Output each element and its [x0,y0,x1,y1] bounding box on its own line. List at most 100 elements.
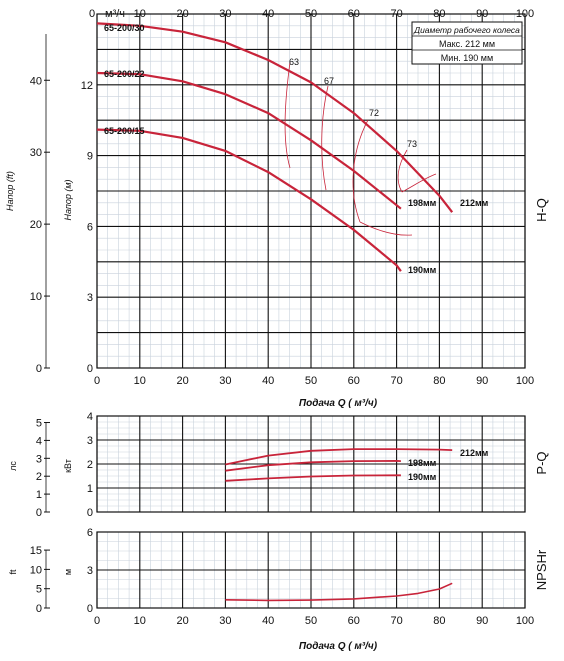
pq-diameter-label: 198мм [408,458,437,468]
y-tick-label-ft: 30 [30,147,42,159]
y-axis-label-m: Напор (м) [63,179,73,220]
y-tick-label-m: 6 [87,527,93,539]
x-tick-label: 40 [262,615,274,627]
hq-frame [96,13,526,369]
top-x-tick-label: 60 [348,8,360,20]
x-tick-label: 30 [219,375,231,387]
y-tick-label-m: 0 [87,603,93,615]
y-tick-label-hp: 0 [36,507,42,519]
y-tick-label-m: 9 [87,151,93,163]
top-x-tick-label: 50 [305,8,317,20]
y-tick-label-m: 3 [87,565,93,577]
top-x-tick-label: 90 [476,8,488,20]
y-tick-label-ft: 15 [30,545,42,557]
top-x-tick-label: 10 [134,8,146,20]
y-axis-label-m: м [63,569,73,575]
y-axis-label-kw: кВт [63,459,73,473]
x-tick-label: 80 [433,375,445,387]
top-x-tick-label: 80 [433,8,445,20]
curve-diameter-label: 198мм [408,198,437,208]
efficiency-isoline [321,85,329,191]
y-tick-label-m: 12 [81,80,93,92]
top-x-tick-label: 0 [89,8,95,20]
pq-curve [225,460,401,472]
x-tick-label: 70 [390,375,402,387]
x-tick-label: 100 [516,375,534,387]
y-tick-label-ft: 10 [30,564,42,576]
side-label-pq: P-Q [534,451,549,474]
y-tick-label-ft: 20 [30,219,42,231]
x-tick-label: 10 [134,615,146,627]
y-tick-label-kw: 1 [87,483,93,495]
hq-curve [96,128,402,272]
y-tick-label-m: 0 [87,363,93,375]
x-tick-label: 30 [219,615,231,627]
y-tick-label-kw: 4 [87,411,93,423]
pq-diameter-label: 212мм [460,448,489,458]
top-x-tick-label: 100 [516,8,534,20]
hq-curve [96,71,402,210]
curve-diameter-label: 212мм [460,198,489,208]
top-x-tick-label: 40 [262,8,274,20]
curve-name-label: 65-200/30 [104,23,145,33]
x-tick-label: 0 [94,615,100,627]
hq-curve [96,22,454,213]
efficiency-isoline [397,149,408,193]
y-tick-label-kw: 0 [87,507,93,519]
top-x-tick-label: 70 [390,8,402,20]
x-tick-label: 100 [516,615,534,627]
y-tick-label-ft: 10 [30,291,42,303]
y-tick-label-ft: 5 [36,584,42,596]
efficiency-isoline [359,221,413,236]
x-axis-label: Подача Q ( м³/ч) [299,641,378,652]
efficiency-isoline [284,61,291,169]
legend-row-min: Мин. 190 мм [441,53,493,63]
x-tick-label: 0 [94,375,100,387]
impeller-legend: Диаметр рабочего колеса Макс. 212 мм Мин. … [411,21,523,65]
npsh-grid [96,531,526,609]
efficiency-label: 72 [369,108,379,118]
x-tick-label: 90 [476,375,488,387]
pq-grid [96,415,526,513]
top-x-tick-label: 30 [219,8,231,20]
top-x-tick-label: 20 [176,8,188,20]
efficiency-isoline [401,173,437,193]
y-tick-label-ft: 40 [30,75,42,87]
side-label-hq: H-Q [534,198,549,222]
x-tick-label: 50 [305,375,317,387]
y-tick-label-hp: 4 [36,435,42,447]
x-tick-label: 60 [348,375,360,387]
x-tick-label: 50 [305,615,317,627]
curve-name-label: 65-200/22 [104,69,145,79]
pq-diameter-label: 190мм [408,472,437,482]
y-tick-label-hp: 1 [36,489,42,501]
side-label-npshr: NPSHr [534,549,549,590]
x-tick-label: 80 [433,615,445,627]
curve-name-label: 65-200/15 [104,126,145,136]
legend-title: Диаметр рабочего колеса [413,25,520,35]
x-tick-label: 60 [348,615,360,627]
hq-grid [96,13,526,369]
x-tick-label: 40 [262,375,274,387]
x-tick-label: 10 [134,375,146,387]
efficiency-label: 67 [324,76,334,86]
efficiency-label: 73 [407,139,417,149]
curve-diameter-label: 190мм [408,265,437,275]
x-tick-label: 20 [176,375,188,387]
y-tick-label-hp: 3 [36,453,42,465]
npsh-curve [225,582,453,602]
efficiency-label: 63 [289,57,299,67]
x-axis-label: Подача Q ( м³/ч) [299,398,378,409]
y-tick-label-kw: 3 [87,435,93,447]
pq-frame [96,415,526,513]
legend-row-max: Макс. 212 мм [439,39,495,49]
y-tick-label-m: 3 [87,292,93,304]
y-tick-label-hp: 2 [36,471,42,483]
y-tick-label-ft: 0 [36,603,42,615]
x-tick-label: 70 [390,615,402,627]
y-tick-label-kw: 2 [87,459,93,471]
pq-curve [225,448,453,466]
pq-curve [225,474,401,482]
